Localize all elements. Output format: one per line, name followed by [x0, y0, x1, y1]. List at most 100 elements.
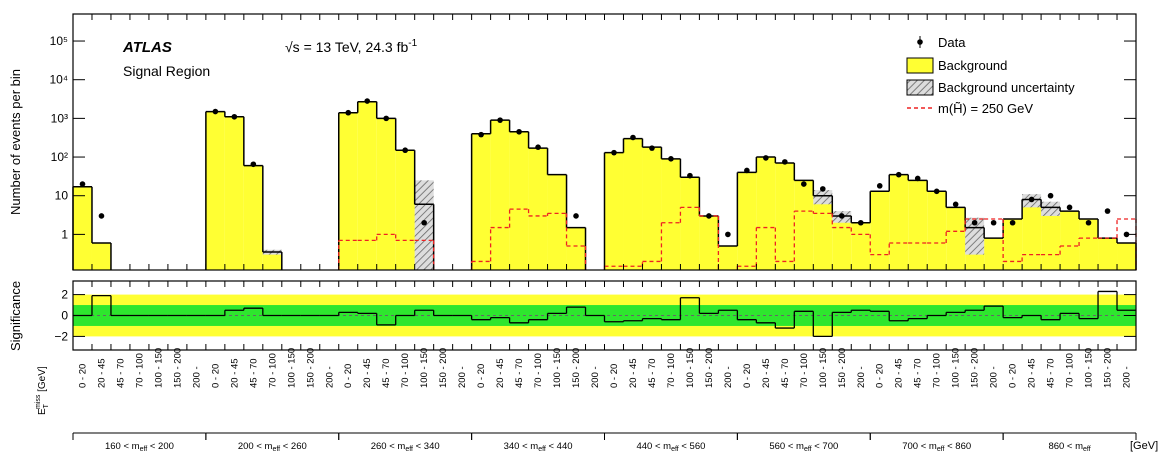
background-bar	[832, 215, 852, 270]
x-tick-label: 200 -	[191, 366, 202, 388]
group-sub: eff	[671, 446, 679, 453]
x-tick-label: 150 - 200	[571, 348, 582, 388]
background-bar	[1022, 199, 1042, 270]
y-axis-label: Number of events per bin	[8, 69, 23, 215]
group-sub: eff	[538, 446, 546, 453]
data-point	[1085, 219, 1092, 226]
background-bar	[699, 215, 719, 270]
x-tick-label: 0 - 20	[343, 364, 354, 388]
background-bar	[680, 177, 700, 270]
data-point	[895, 171, 902, 178]
data-point	[345, 109, 352, 116]
energy: √s = 13 TeV, 24.3 fb-1	[285, 38, 418, 55]
background-bar	[547, 174, 567, 270]
x-tick-label: 70 - 100	[400, 353, 411, 388]
data-point	[535, 144, 541, 150]
background-bar	[1079, 219, 1099, 270]
x-tick-label: 45 - 70	[1046, 358, 1057, 388]
group-post: < 560	[679, 441, 706, 452]
background-bar	[623, 138, 643, 270]
x-tick-label: 150 - 200	[305, 348, 316, 388]
data-point	[819, 186, 826, 192]
x-tick-label: 70 - 100	[1065, 353, 1076, 388]
data-point	[364, 98, 371, 104]
legend-data-marker	[917, 39, 923, 45]
data-point	[1028, 196, 1035, 203]
group-pre: 440 < m	[636, 441, 671, 452]
background-bar	[756, 157, 776, 270]
data-point	[79, 181, 86, 187]
data-point	[478, 131, 484, 138]
data-point	[725, 231, 731, 238]
data-point	[1104, 208, 1111, 214]
data-point	[649, 145, 655, 151]
x-tick-label: 200 -	[856, 366, 867, 388]
data-point	[990, 219, 997, 226]
x-tick-label: 20 - 45	[229, 358, 240, 388]
x-tick-label: 150 - 200	[704, 348, 715, 388]
group-sub: eff	[140, 446, 148, 453]
x-tick-label: 100 - 150	[818, 348, 829, 388]
legend-background	[906, 57, 934, 74]
x-tick-label: 0 - 20	[875, 364, 886, 388]
group-post: < 260	[280, 441, 307, 452]
x-tick-label: 0 - 20	[742, 364, 753, 388]
y2-axis-label: Significance	[8, 281, 23, 351]
data-point	[876, 183, 883, 189]
y-tick-label: 10²	[51, 150, 68, 164]
x-tick-label: 45 - 70	[913, 358, 924, 388]
background-bar	[946, 207, 966, 270]
y-tick-label: 1	[61, 227, 68, 241]
legend-label: Background	[938, 58, 1007, 73]
group-sub: eff	[937, 446, 945, 453]
data-point	[231, 113, 238, 120]
y-tick-label: 10⁴	[49, 73, 68, 87]
data-point	[782, 159, 788, 165]
uncertainty-band	[813, 190, 833, 205]
background-bar	[737, 172, 757, 270]
y2-tick-label: 2	[61, 288, 68, 302]
group-label: 560 < meff < 700	[769, 441, 838, 453]
x-tick-label: 150 - 200	[172, 348, 183, 388]
data-point	[668, 156, 674, 162]
group-label: 700 < meff < 860	[902, 441, 971, 453]
background-bar	[1003, 219, 1023, 270]
group-post: < 340	[413, 441, 440, 452]
background-bar	[528, 148, 548, 270]
group-pre: 260 < m	[371, 441, 406, 452]
y-tick-label: 10³	[51, 111, 68, 125]
data-point	[914, 175, 921, 182]
x-tick-label: 150 - 200	[837, 348, 848, 388]
group-sub: eff	[405, 446, 413, 453]
x-tick-label: 100 - 150	[951, 348, 962, 388]
uncertainty-band	[1041, 201, 1061, 216]
x-tick-label: 200 -	[324, 366, 335, 388]
y2-tick-label: −2	[54, 329, 68, 343]
data-point	[838, 213, 845, 219]
data-point	[857, 219, 864, 226]
group-sub: eff	[804, 446, 812, 453]
x-tick-label: 70 - 100	[533, 353, 544, 388]
data-point	[933, 188, 940, 195]
data-point	[971, 219, 978, 226]
background-bar	[224, 116, 244, 270]
x-tick-label: 0 - 20	[609, 364, 620, 388]
x-tick-label: 20 - 45	[761, 358, 772, 388]
legend-uncertainty	[906, 79, 934, 96]
energy-sup: -1	[408, 38, 417, 49]
data-point	[630, 134, 636, 141]
x-tick-label: 70 - 100	[666, 353, 677, 388]
background-bar	[1060, 211, 1080, 270]
x-tick-label: 200 -	[1122, 366, 1133, 388]
data-point	[952, 201, 959, 208]
region: Signal Region	[123, 63, 210, 79]
background-bar	[927, 191, 947, 270]
group-pre: 560 < m	[769, 441, 804, 452]
data-point	[801, 181, 807, 187]
x-axis-label: ETmiss [GeV]	[35, 366, 50, 415]
background-bar	[775, 163, 795, 270]
group-label: 860 < meff	[1048, 441, 1090, 453]
x-tick-label: 100 - 150	[153, 348, 164, 388]
data-point	[421, 219, 427, 226]
background-bar	[661, 158, 681, 270]
